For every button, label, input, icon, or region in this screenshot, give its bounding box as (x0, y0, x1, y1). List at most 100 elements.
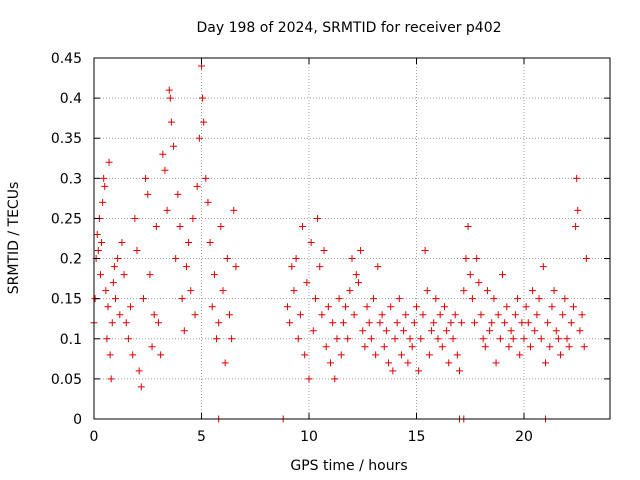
data-point (148, 343, 156, 351)
data-point (284, 303, 291, 311)
data-point (544, 319, 552, 327)
data-point (380, 343, 388, 351)
data-point (135, 367, 143, 375)
data-point (187, 287, 195, 295)
data-point (473, 255, 481, 263)
data-point (103, 335, 111, 343)
data-point (483, 287, 491, 295)
y-tick-label: 0.45 (51, 51, 82, 67)
data-point (436, 311, 444, 319)
data-point (204, 198, 212, 206)
data-point (303, 279, 311, 287)
data-point (357, 247, 365, 255)
data-point (191, 311, 199, 319)
x-tick-label: 20 (515, 429, 533, 445)
data-point (456, 367, 463, 375)
data-point (172, 255, 180, 263)
data-point (219, 287, 227, 295)
data-point (479, 335, 487, 343)
data-point (542, 359, 549, 367)
y-tick-label: 0.05 (51, 372, 82, 388)
data-point (563, 335, 571, 343)
data-point (503, 303, 511, 311)
data-point (100, 174, 108, 182)
data-point (524, 319, 532, 327)
x-axis-label: GPS time / hours (290, 458, 407, 474)
data-point (406, 335, 414, 343)
data-point (578, 311, 586, 319)
data-point (294, 335, 302, 343)
data-points (90, 62, 590, 423)
data-point (316, 263, 324, 271)
data-point (329, 319, 337, 327)
data-point (574, 206, 582, 214)
data-point (518, 319, 526, 327)
data-point (228, 335, 236, 343)
data-point (552, 327, 560, 335)
data-point (462, 255, 470, 263)
data-point (526, 343, 534, 351)
data-point (507, 327, 515, 335)
data-point (344, 335, 352, 343)
data-point (425, 351, 433, 359)
data-point (481, 343, 489, 351)
data-point (199, 94, 207, 102)
data-point (432, 295, 440, 303)
data-point (296, 311, 304, 319)
data-point (133, 247, 141, 255)
data-point (576, 327, 584, 335)
data-point (404, 359, 412, 367)
data-point (391, 335, 399, 343)
data-point (210, 271, 218, 279)
data-point (309, 327, 317, 335)
data-point (546, 343, 554, 351)
data-point (477, 311, 485, 319)
data-point (505, 343, 513, 351)
data-point (475, 279, 483, 287)
data-point (167, 118, 175, 126)
data-point (104, 303, 112, 311)
grid-lines (94, 58, 610, 419)
data-point (324, 303, 332, 311)
data-point (522, 303, 530, 311)
data-point (509, 335, 517, 343)
data-point (195, 134, 203, 142)
data-point (548, 303, 556, 311)
x-tick-label: 5 (197, 429, 206, 445)
data-point (415, 367, 423, 375)
data-point (109, 279, 117, 287)
data-point (376, 319, 384, 327)
data-point (166, 94, 174, 102)
data-point (174, 190, 182, 198)
data-point (395, 295, 403, 303)
data-point (299, 222, 307, 230)
y-axis-label: SRMTID / TECUs (6, 182, 22, 295)
data-point (496, 335, 504, 343)
data-point (116, 311, 124, 319)
data-point (314, 214, 322, 222)
data-point (320, 247, 328, 255)
data-point (96, 271, 104, 279)
data-point (114, 255, 122, 263)
data-point (118, 239, 126, 247)
data-point (582, 255, 590, 263)
data-point (335, 295, 343, 303)
x-tick-label: 15 (408, 429, 426, 445)
data-point (311, 295, 319, 303)
y-tick-label: 0.15 (51, 292, 82, 308)
data-point (155, 319, 162, 327)
data-point (333, 335, 341, 343)
x-tick-label: 0 (90, 429, 99, 445)
axis-ticks (93, 57, 610, 420)
data-point (354, 279, 362, 287)
data-point (421, 247, 429, 255)
data-point (122, 319, 130, 327)
data-point (112, 295, 119, 303)
data-point (438, 343, 446, 351)
data-point (342, 303, 350, 311)
data-point (290, 287, 298, 295)
data-point (550, 287, 558, 295)
data-point (286, 319, 294, 327)
data-point (137, 383, 145, 391)
data-point (225, 311, 233, 319)
